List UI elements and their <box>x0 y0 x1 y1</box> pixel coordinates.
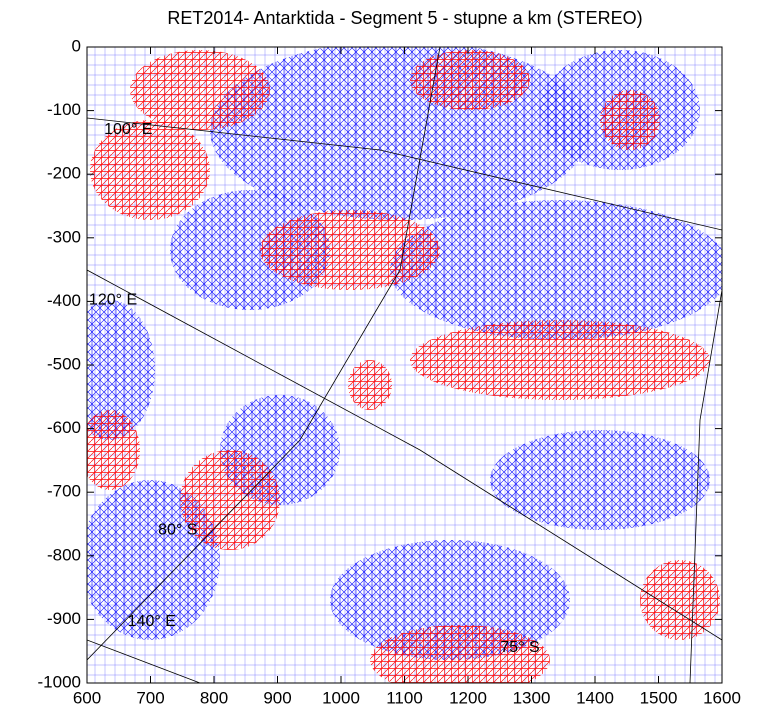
annotation: 140° E <box>128 613 176 630</box>
x-tick-label: 900 <box>263 688 291 707</box>
x-tick-label: 1000 <box>322 688 360 707</box>
y-tick-label: -300 <box>47 227 81 246</box>
annotation: 75° S <box>500 639 539 656</box>
x-tick-label: 1300 <box>513 688 551 707</box>
y-tick-label: -200 <box>47 164 81 183</box>
y-tick-label: -1000 <box>38 672 81 691</box>
x-tick-label: 1500 <box>640 688 678 707</box>
y-tick-label: -600 <box>47 418 81 437</box>
x-tick-label: 1200 <box>449 688 487 707</box>
y-tick-label: -800 <box>47 545 81 564</box>
y-tick-label: -100 <box>47 100 81 119</box>
x-tick-label: 1600 <box>703 688 741 707</box>
x-tick-label: 1100 <box>386 688 423 707</box>
y-tick-label: -500 <box>47 354 81 373</box>
y-tick-label: -700 <box>47 482 81 501</box>
y-tick-label: -900 <box>47 609 81 628</box>
chart-title: RET2014- Antarktida - Segment 5 - stupne… <box>167 8 642 28</box>
annotation: 80° S <box>158 522 197 539</box>
annotation: 120° E <box>89 291 137 308</box>
x-tick-label: 600 <box>73 688 101 707</box>
x-tick-label: 800 <box>200 688 228 707</box>
x-tick-label: 700 <box>136 688 164 707</box>
x-tick-label: 1400 <box>576 688 614 707</box>
annotation: 100° E <box>104 121 152 138</box>
y-tick-label: 0 <box>72 36 81 55</box>
vector-field <box>87 47 722 683</box>
graticule <box>87 47 722 683</box>
y-tick-label: -400 <box>47 291 81 310</box>
